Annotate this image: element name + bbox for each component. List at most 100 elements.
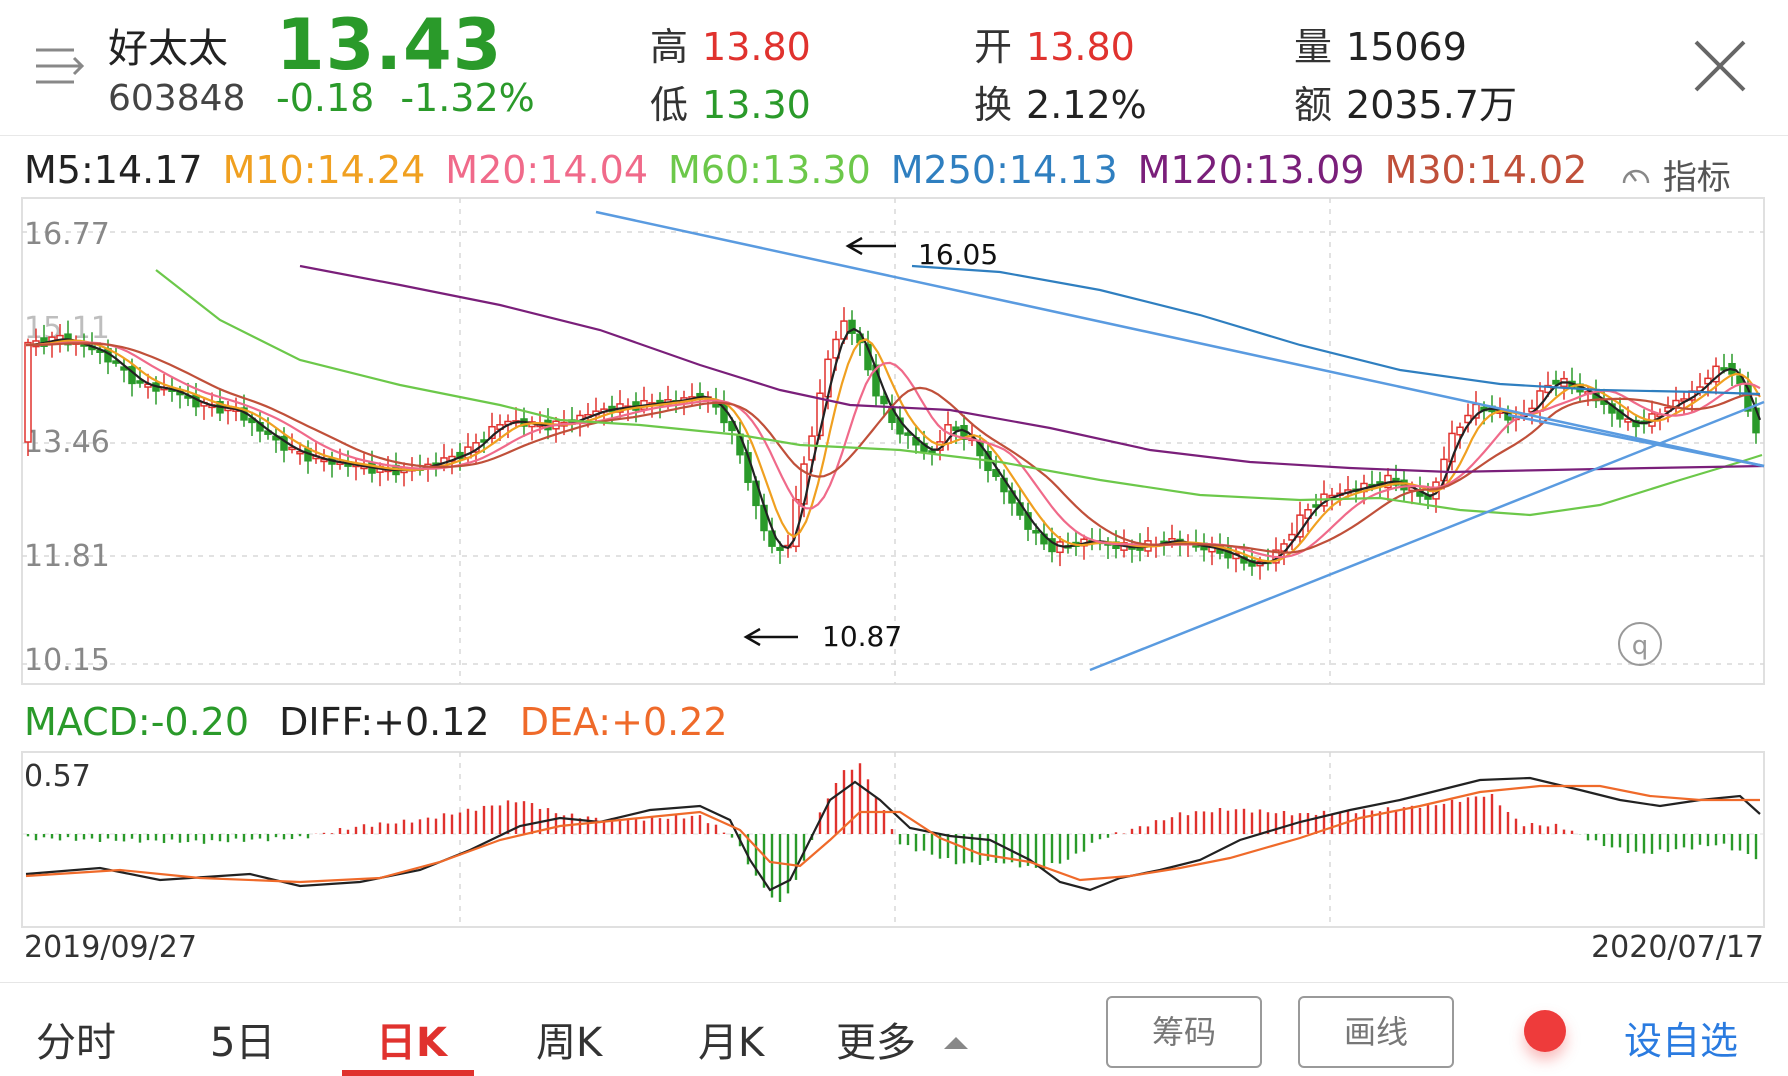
indicator-label: 指标 [1662, 158, 1731, 198]
candle-body [768, 530, 776, 547]
price-axis-label: 11.81 [24, 539, 110, 574]
ma-legend-item: M10:14.24 [222, 148, 426, 192]
stat-low-label: 低 [650, 83, 689, 127]
stat-amount-value: 2035.7万 [1346, 83, 1517, 127]
tab-monthly-k[interactable]: 月K [698, 1020, 765, 1066]
record-icon[interactable] [1524, 1010, 1566, 1052]
add-favorite-button[interactable]: 设自选 [1624, 1019, 1739, 1063]
ma-legend-item: M60:13.30 [668, 148, 871, 192]
close-icon[interactable] [1690, 36, 1750, 96]
stat-turnover-value: 2.12% [1026, 83, 1147, 127]
caret-up-icon [943, 1037, 968, 1049]
diff-value: DIFF:+0.12 [279, 700, 490, 744]
stat-amount-label: 额 [1294, 83, 1333, 127]
candle-body [1544, 384, 1552, 394]
active-tab-indicator [342, 1070, 474, 1076]
ma20-line [26, 341, 1761, 559]
macd-axis-top: 0.57 [24, 759, 91, 794]
draw-line-button[interactable]: 画线 [1298, 996, 1454, 1068]
ma-lines [25, 264, 1765, 565]
candle-body [832, 338, 840, 359]
stat-turnover: 换 2.12% [974, 74, 1147, 129]
period-tab-bar [0, 982, 1788, 1076]
tab-more[interactable]: 更多 [836, 1010, 971, 1068]
candle-body [872, 364, 880, 397]
candle-body [24, 341, 32, 443]
stat-low: 低 13.30 [650, 74, 811, 129]
change-pct: -1.32% [400, 76, 535, 120]
stat-high-label: 高 [650, 25, 689, 69]
trend-line-down [595, 210, 1765, 468]
tab-intraday[interactable]: 分时 [36, 1020, 116, 1066]
high-annotation: 16.05 [845, 236, 998, 271]
ma60-line [155, 269, 1763, 517]
stat-open: 开 13.80 [974, 16, 1135, 71]
stat-volume-value: 15069 [1346, 25, 1467, 69]
ma-legend-item: M20:14.04 [445, 148, 649, 192]
candle-body [896, 417, 904, 435]
ma120-line [299, 264, 1765, 474]
trend-line-up [1089, 400, 1765, 672]
macd-lines [25, 776, 1761, 892]
macd-value: MACD:-0.20 [24, 700, 250, 744]
dea-line [25, 784, 1760, 884]
candle-body [1552, 379, 1560, 385]
tab-5day[interactable]: 5日 [210, 1020, 276, 1066]
low-label: 10.87 [822, 620, 902, 653]
tab-daily-k[interactable]: 日K [376, 1020, 447, 1066]
tab-weekly-k[interactable]: 周K [536, 1020, 603, 1066]
stat-open-label: 开 [974, 25, 1013, 69]
candle-body [1464, 414, 1472, 424]
candle-body [848, 319, 856, 334]
query-icon[interactable]: q [1618, 622, 1662, 666]
stock-name: 好太太 [108, 26, 228, 72]
high-label: 16.05 [918, 238, 998, 271]
price-axis-label: 16.77 [24, 217, 110, 252]
current-price: 13.43 [276, 4, 503, 86]
stat-open-value: 13.80 [1026, 25, 1135, 69]
ma-legend: M5:14.17 M10:14.24 M20:14.04 M60:13.30 M250:… [24, 148, 1607, 192]
ma10-line [25, 338, 1761, 563]
stat-volume-label: 量 [1294, 25, 1333, 69]
ma5-line [25, 327, 1762, 565]
candle-body [952, 426, 960, 432]
ma-legend-item: M5:14.17 [24, 148, 203, 192]
svg-text:q: q [1632, 631, 1649, 661]
stat-high: 高 13.80 [650, 16, 811, 71]
stat-turnover-label: 换 [974, 83, 1013, 127]
chart-grid [22, 198, 1764, 927]
date-end: 2020/07/17 [1591, 930, 1764, 965]
stat-amount: 额 2035.7万 [1294, 74, 1517, 129]
chips-button[interactable]: 筹码 [1106, 996, 1262, 1068]
date-start: 2019/09/27 [24, 930, 197, 965]
candle-body [1032, 530, 1040, 534]
price-panel-frame [21, 197, 1765, 685]
change-abs: -0.18 [276, 76, 375, 120]
candle-body [880, 395, 888, 405]
candle-body [296, 450, 304, 455]
candle-body [136, 380, 144, 384]
candle-body [1048, 538, 1056, 553]
candle-body [776, 547, 784, 551]
gauge-icon [1622, 169, 1650, 184]
trend-line-short [1507, 413, 1765, 468]
tab-more-label: 更多 [836, 1020, 916, 1066]
macd-legend: MACD:-0.20 DIFF:+0.12 DEA:+0.22 [24, 700, 746, 744]
dea-value: DEA:+0.22 [519, 700, 728, 744]
stat-high-value: 13.80 [702, 25, 811, 69]
price-change: -0.18 -1.32% [276, 76, 561, 120]
ma250-line [911, 264, 1761, 396]
ma-legend-item: M250:14.13 [890, 148, 1118, 192]
trend-lines [595, 210, 1765, 672]
ma-legend-item: M120:13.09 [1137, 148, 1365, 192]
ma-legend-item: M30:14.02 [1384, 148, 1588, 192]
candle-body [1456, 426, 1464, 436]
indicator-button[interactable]: 指标 [1620, 150, 1731, 199]
stat-low-value: 13.30 [702, 83, 811, 127]
menu-icon[interactable] [34, 44, 86, 90]
stat-volume: 量 15069 [1294, 16, 1467, 71]
stock-header: 好太太 603848 13.43 -0.18 -1.32% 高 13.80 低 13.… [0, 0, 1788, 136]
low-annotation: 10.87 [743, 620, 902, 653]
price-axis-label: 13.46 [24, 425, 110, 460]
